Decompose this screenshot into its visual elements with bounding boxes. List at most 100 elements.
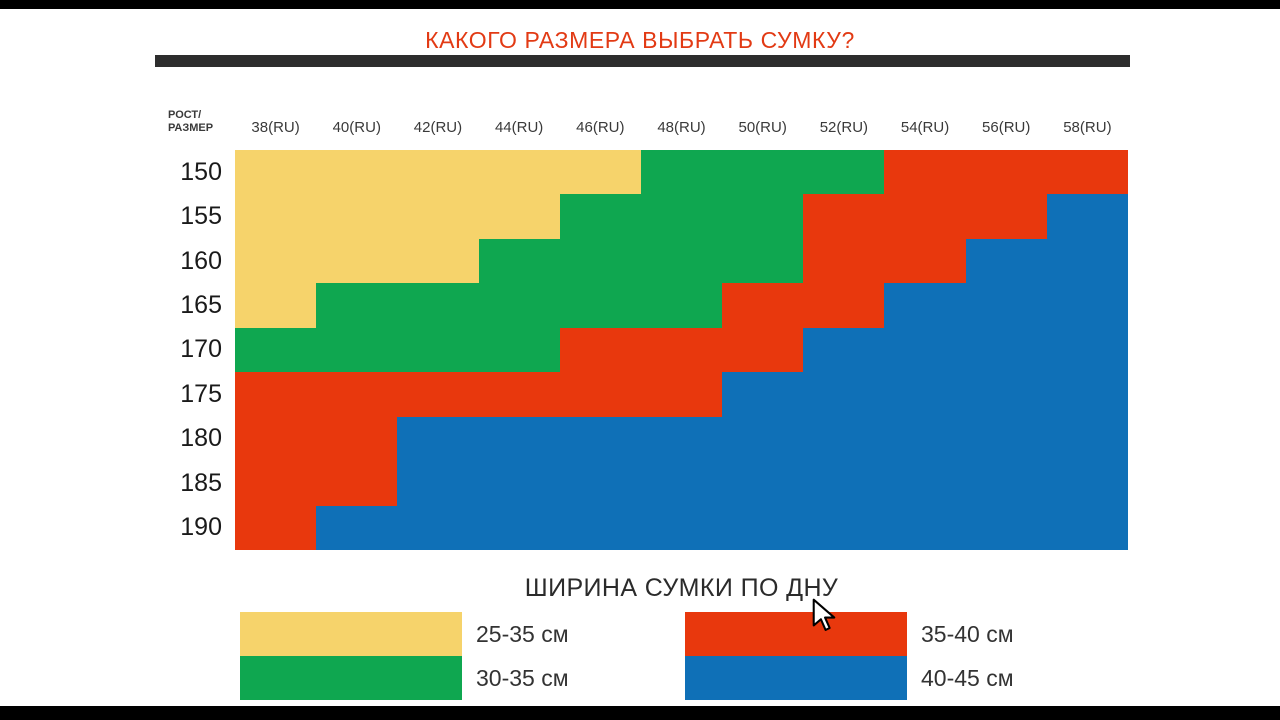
- column-header-54(RU): 54(RU): [900, 118, 950, 136]
- grid-cell-155-56(RU): [965, 194, 1047, 239]
- grid-cell-185-38(RU): [235, 461, 317, 506]
- grid-cell-190-56(RU): [965, 505, 1047, 550]
- grid-cell-160-54(RU): [884, 238, 966, 284]
- grid-cell-155-44(RU): [478, 194, 560, 239]
- column-header-38(RU): 38(RU): [251, 118, 300, 136]
- grid-cell-175-40(RU): [316, 372, 398, 417]
- grid-cell-175-48(RU): [640, 372, 723, 417]
- grid-cell-165-44(RU): [478, 283, 560, 328]
- grid-cell-160-48(RU): [640, 238, 723, 284]
- legend-column-left: 25-35 см 30-35 см: [240, 612, 569, 700]
- grid-cell-185-42(RU): [397, 461, 479, 506]
- grid-cell-165-52(RU): [803, 283, 885, 328]
- grid-cell-165-42(RU): [397, 283, 479, 328]
- row-label-165: 165: [180, 291, 222, 320]
- row-label-185: 185: [180, 468, 222, 497]
- column-header-40(RU): 40(RU): [332, 118, 381, 136]
- column-header-50(RU): 50(RU): [738, 118, 787, 136]
- title-divider: [155, 55, 1130, 67]
- grid-cell-150-38(RU): [235, 150, 317, 195]
- grid-cell-150-44(RU): [478, 150, 560, 195]
- grid-cell-150-48(RU): [640, 150, 723, 195]
- legend-swatch-R: [685, 612, 907, 656]
- legend-label: 30-35 см: [476, 664, 569, 691]
- row-label-160: 160: [180, 246, 222, 275]
- grid-cell-160-40(RU): [316, 238, 398, 284]
- grid-cell-180-44(RU): [478, 416, 560, 462]
- grid-cell-170-50(RU): [722, 327, 804, 373]
- grid-cell-150-54(RU): [884, 150, 966, 195]
- grid-cell-180-58(RU): [1046, 416, 1128, 462]
- grid-cell-170-48(RU): [640, 327, 723, 373]
- grid-cell-185-56(RU): [965, 461, 1047, 506]
- legend-item-30-35 см: 30-35 см: [240, 656, 569, 700]
- grid-cell-175-58(RU): [1046, 372, 1128, 417]
- grid-cell-170-40(RU): [316, 327, 398, 373]
- column-header-42(RU): 42(RU): [413, 118, 463, 136]
- grid-cell-165-58(RU): [1046, 283, 1128, 328]
- grid-cell-185-52(RU): [803, 461, 885, 506]
- grid-cell-185-40(RU): [316, 461, 398, 506]
- grid-cell-165-50(RU): [722, 283, 804, 328]
- legend-label: 35-40 см: [921, 620, 1014, 647]
- row-label-170: 170: [180, 335, 222, 364]
- grid-cell-155-52(RU): [803, 194, 885, 239]
- grid-cell-170-52(RU): [803, 327, 885, 373]
- grid-cell-190-40(RU): [316, 505, 398, 550]
- grid-cell-150-46(RU): [559, 150, 641, 195]
- grid-cell-160-46(RU): [559, 238, 641, 284]
- grid-cell-155-38(RU): [235, 194, 317, 239]
- grid-cell-150-50(RU): [722, 150, 804, 195]
- legend-column-right: 35-40 см 40-45 см: [685, 612, 1014, 700]
- grid-cell-155-42(RU): [397, 194, 479, 239]
- row-labels: 150 155 160 165 170 175 180 185 190: [118, 150, 222, 550]
- row-label-190: 190: [180, 513, 222, 542]
- grid-cell-165-40(RU): [316, 283, 398, 328]
- grid-cell-170-42(RU): [397, 327, 479, 373]
- grid-cell-175-42(RU): [397, 372, 479, 417]
- grid-cell-190-54(RU): [884, 505, 966, 550]
- grid-cell-190-52(RU): [803, 505, 885, 550]
- grid-cell-185-46(RU): [559, 461, 641, 506]
- column-header-52(RU): 52(RU): [819, 118, 869, 136]
- grid-cell-175-54(RU): [884, 372, 966, 417]
- grid-cell-180-46(RU): [559, 416, 641, 462]
- page-title: КАКОГО РАЗМЕРА ВЫБРАТЬ СУМКУ?: [425, 27, 855, 53]
- legend-item-25-35 см: 25-35 см: [240, 612, 569, 656]
- grid-cell-180-40(RU): [316, 416, 398, 462]
- legend-swatch-B: [685, 656, 907, 700]
- grid-cell-150-40(RU): [316, 150, 398, 195]
- row-label-180: 180: [180, 424, 222, 453]
- grid-cell-160-38(RU): [235, 238, 317, 284]
- grid-cell-190-50(RU): [722, 505, 804, 550]
- row-label-155: 155: [180, 202, 222, 231]
- grid-cell-170-44(RU): [478, 327, 560, 373]
- grid-cell-160-58(RU): [1046, 238, 1128, 284]
- grid-cell-180-38(RU): [235, 416, 317, 462]
- grid-cell-175-38(RU): [235, 372, 317, 417]
- legend-item-35-40 см: 35-40 см: [685, 612, 1014, 656]
- grid-cell-190-38(RU): [235, 505, 317, 550]
- grid-cell-175-50(RU): [722, 372, 804, 417]
- legend-swatch-G: [240, 656, 462, 700]
- grid-cell-150-56(RU): [965, 150, 1047, 195]
- grid-cell-190-46(RU): [559, 505, 641, 550]
- grid-cell-180-54(RU): [884, 416, 966, 462]
- axis-corner-label: РОСТ/ РАЗМЕР: [168, 109, 228, 135]
- legend-label: 25-35 см: [476, 620, 569, 647]
- column-header-48(RU): 48(RU): [657, 118, 706, 136]
- grid-cell-160-44(RU): [478, 238, 560, 284]
- grid-cell-180-56(RU): [965, 416, 1047, 462]
- corner-label-line1: РОСТ/: [168, 109, 202, 121]
- grid-cell-160-52(RU): [803, 238, 885, 284]
- row-label-175: 175: [180, 379, 222, 408]
- grid-cell-175-44(RU): [478, 372, 560, 417]
- letterbox-bottom: [0, 706, 1280, 720]
- grid-cell-165-48(RU): [640, 283, 723, 328]
- grid-cell-175-46(RU): [559, 372, 641, 417]
- letterbox-top: [0, 0, 1280, 9]
- grid-cell-160-56(RU): [965, 238, 1047, 284]
- grid-cell-175-56(RU): [965, 372, 1047, 417]
- legend-item-40-45 см: 40-45 см: [685, 656, 1014, 700]
- grid-cell-190-48(RU): [640, 505, 723, 550]
